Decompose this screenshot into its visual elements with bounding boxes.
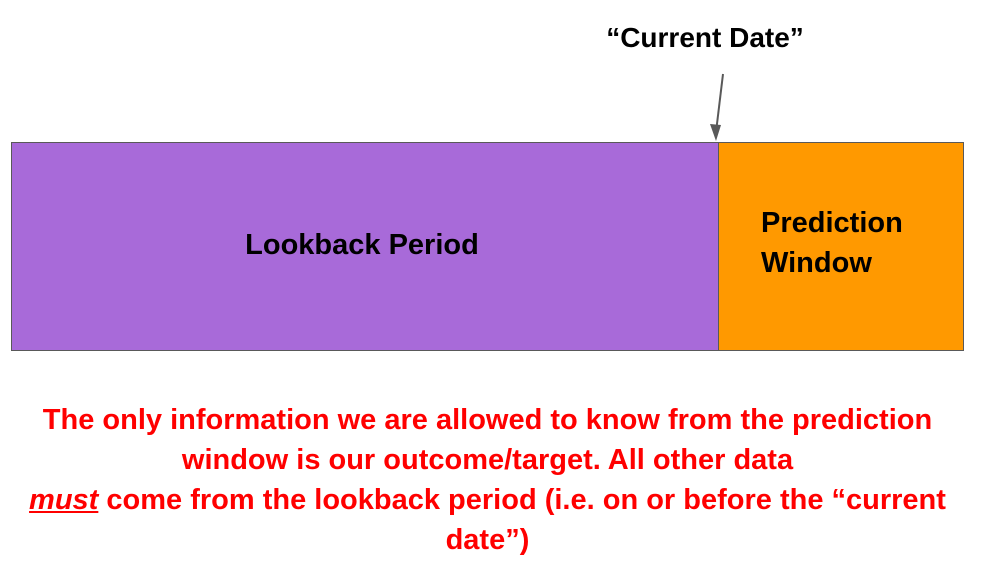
leakage-note: The only information we are allowed to k… <box>20 400 955 560</box>
note-text-start: The only information we are allowed to k… <box>42 404 933 476</box>
lookback-period-label: Lookback Period <box>245 229 479 261</box>
note-text-end: come from the lookback period (i.e. on o… <box>98 484 946 556</box>
prediction-window-segment: Prediction Window <box>718 142 964 351</box>
prediction-window-label: Prediction Window <box>761 207 903 279</box>
note-emphasis: must <box>29 484 99 516</box>
current-date-label: “Current Date” <box>606 22 804 53</box>
lookback-period-segment: Lookback Period <box>11 142 718 351</box>
timeline-bar: Lookback Period Prediction Window <box>11 142 964 351</box>
